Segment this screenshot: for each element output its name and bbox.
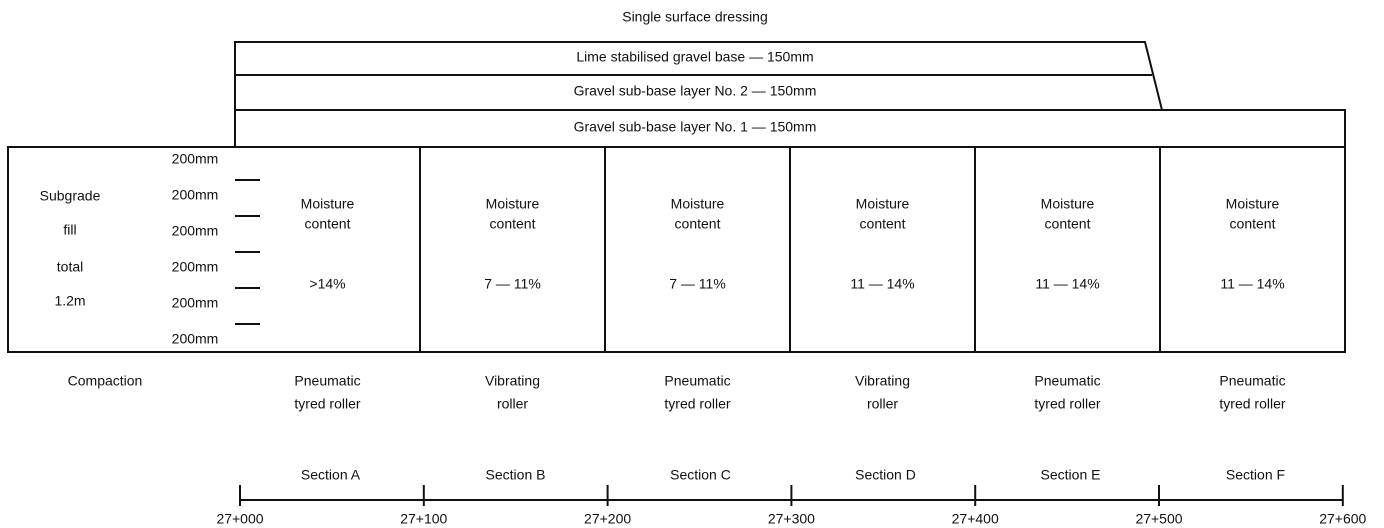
moisture-label: content [490, 216, 536, 232]
compaction-label: Compaction [68, 373, 143, 389]
compaction-method: Pneumatic [1034, 373, 1100, 389]
compaction-method: tyred roller [1219, 396, 1285, 412]
compaction-method: tyred roller [664, 396, 730, 412]
thickness-label: 200mm [172, 331, 219, 347]
chainage-label: 27+400 [952, 511, 999, 527]
moisture-label: Moisture [301, 196, 355, 212]
chainage-label: 27+500 [1135, 511, 1182, 527]
thickness-label: 200mm [172, 259, 219, 275]
moisture-value: 7 — 11% [669, 276, 726, 292]
compaction-method: Vibrating [485, 373, 540, 389]
moisture-label: Moisture [486, 196, 540, 212]
moisture-label: Moisture [671, 196, 725, 212]
compaction-method: tyred roller [1034, 396, 1100, 412]
moisture-label: content [1045, 216, 1091, 232]
thickness-label: 200mm [172, 295, 219, 311]
section-name: Section E [1041, 467, 1101, 483]
moisture-label: content [860, 216, 906, 232]
moisture-label: content [1230, 216, 1276, 232]
compaction-method: roller [497, 396, 528, 412]
subgrade-label: Subgrade [40, 188, 101, 204]
compaction-method: Vibrating [855, 373, 910, 389]
subgrade-label: 1.2m [54, 293, 85, 309]
moisture-label: content [675, 216, 721, 232]
compaction-method: tyred roller [294, 396, 360, 412]
chainage-label: 27+000 [216, 511, 263, 527]
moisture-value: 11 — 14% [1035, 276, 1099, 292]
subgrade-box [7, 146, 1346, 353]
section-name: Section F [1226, 467, 1285, 483]
section-name: Section D [855, 467, 916, 483]
moisture-value: >14% [309, 276, 345, 292]
moisture-label: Moisture [856, 196, 910, 212]
title: Single surface dressing [622, 9, 768, 25]
section-name: Section A [301, 467, 361, 483]
compaction-method: roller [867, 396, 898, 412]
chainage-label: 27+600 [1319, 511, 1366, 527]
moisture-value: 11 — 14% [1220, 276, 1284, 292]
chainage-label: 27+300 [768, 511, 815, 527]
moisture-value: 11 — 14% [850, 276, 914, 292]
layer-label: Gravel sub-base layer No. 2 — 150mm [574, 83, 817, 99]
thickness-label: 200mm [172, 151, 219, 167]
chainage-label: 27+100 [400, 511, 447, 527]
layer-outline [234, 41, 1163, 147]
layer-label: Lime stabilised gravel base — 150mm [576, 49, 813, 65]
section-name: Section B [486, 467, 546, 483]
thickness-label: 200mm [172, 187, 219, 203]
chainage-label: 27+200 [584, 511, 631, 527]
section-name: Section C [670, 467, 731, 483]
compaction-method: Pneumatic [294, 373, 360, 389]
compaction-method: Pneumatic [1219, 373, 1285, 389]
moisture-label: content [305, 216, 351, 232]
subgrade-label: fill [63, 222, 76, 238]
layer-label: Gravel sub-base layer No. 1 — 150mm [574, 119, 817, 135]
moisture-label: Moisture [1041, 196, 1095, 212]
compaction-method: Pneumatic [664, 373, 730, 389]
moisture-label: Moisture [1226, 196, 1280, 212]
layer-outline [235, 109, 1346, 147]
thickness-label: 200mm [172, 223, 219, 239]
subgrade-label: total [57, 259, 83, 275]
moisture-value: 7 — 11% [484, 276, 541, 292]
